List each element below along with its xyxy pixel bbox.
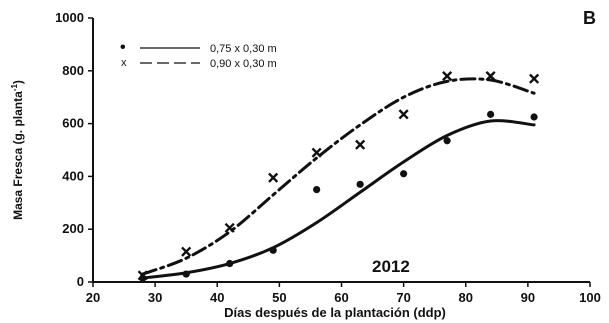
x-tick-label: 20 <box>86 290 100 305</box>
y-axis-title: Masa Fresca (g. planta-1) <box>10 80 25 220</box>
data-point-series-1 <box>313 186 321 194</box>
y-tick-label: 800 <box>62 63 84 78</box>
data-point-series-1 <box>182 270 190 278</box>
data-point-series-1 <box>443 137 451 145</box>
fit-curves <box>141 77 536 280</box>
panel-label: B <box>583 8 596 28</box>
y-tick-label: 400 <box>62 168 84 183</box>
data-point-series-1 <box>226 259 234 268</box>
x-ticks: 20 30 40 50 60 70 80 90 100 <box>86 282 601 305</box>
fit-curve-series-2 <box>141 77 536 276</box>
x-tick-label: 50 <box>272 290 286 305</box>
year-annotation: 2012 <box>372 257 410 276</box>
data-point-series-1 <box>487 110 495 118</box>
data-point-series-1 <box>400 170 408 178</box>
data-point-series-1 <box>269 246 277 254</box>
data-point-series-1 <box>530 113 538 121</box>
y-tick-label: 1000 <box>55 10 84 25</box>
legend-marker-series-2: x <box>121 57 127 69</box>
y-axis-title-superscript: -1 <box>10 84 19 92</box>
legend: • 0,75 x 0,30 m x 0,90 x 0,30 m <box>120 39 277 70</box>
y-tick-label: 0 <box>77 274 84 289</box>
x-tick-label: 100 <box>579 290 601 305</box>
legend-label-series-2: 0,90 x 0,30 m <box>210 58 277 70</box>
y-axis-title-close: ) <box>11 80 25 84</box>
x-tick-label: 90 <box>521 290 535 305</box>
legend-label-series-1: 0,75 x 0,30 m <box>210 43 277 55</box>
data-point-series-2 <box>224 222 235 233</box>
axes <box>92 18 590 283</box>
y-axis-title-text: Masa Fresca (g. planta <box>11 91 25 220</box>
data-point-series-2 <box>529 73 540 84</box>
x-axis-title: Días después de la plantación (ddp) <box>224 305 446 320</box>
x-tick-label: 30 <box>148 290 162 305</box>
data-point-series-2 <box>181 246 192 257</box>
data-point-series-2 <box>355 139 366 150</box>
data-point-series-2 <box>268 172 279 183</box>
data-point-series-2 <box>137 270 148 281</box>
data-points <box>137 71 540 282</box>
y-ticks: 0 200 400 600 800 1000 <box>55 10 93 289</box>
fit-curve-series-1 <box>141 119 536 280</box>
legend-marker-series-1: • <box>120 39 126 56</box>
x-tick-label: 60 <box>334 290 348 305</box>
y-tick-label: 200 <box>62 221 84 236</box>
y-tick-label: 600 <box>62 116 84 131</box>
x-tick-label: 40 <box>210 290 224 305</box>
x-tick-label: 70 <box>396 290 410 305</box>
x-tick-label: 80 <box>459 290 473 305</box>
data-point-series-2 <box>485 71 496 82</box>
data-point-series-2 <box>398 109 409 120</box>
data-point-series-2 <box>442 71 453 82</box>
data-point-series-2 <box>311 147 322 158</box>
data-point-series-1 <box>356 180 364 188</box>
